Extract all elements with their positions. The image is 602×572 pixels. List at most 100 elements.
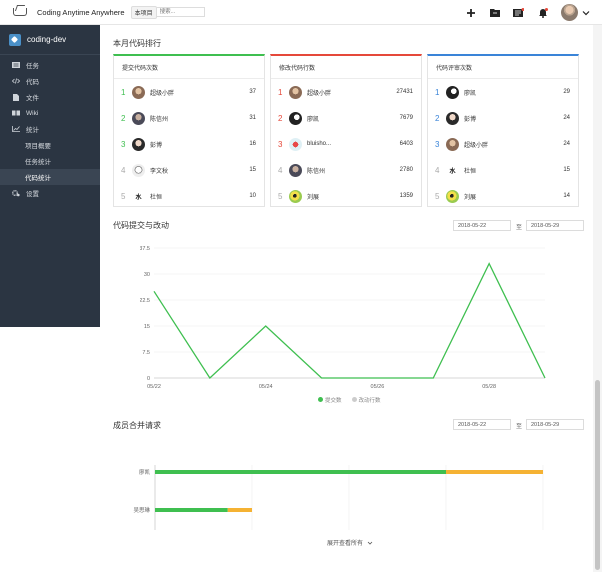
project-icon — [9, 33, 21, 46]
list-item[interactable]: 4 水 杜恒 15 — [428, 163, 578, 177]
y-tick-label: 37.5 — [140, 246, 150, 252]
x-tick-label: 05/22 — [147, 384, 161, 390]
main-content: 本月代码排行 提交代码次数 1 超级小胖 37 2 陈信州 31 3 彭博 16… — [100, 25, 593, 572]
member-label: 廖凯 — [139, 468, 151, 476]
sidebar-item-label: 统计 — [26, 127, 39, 134]
gear-icon — [12, 189, 20, 197]
rank-number: 1 — [435, 87, 440, 97]
member-name: 廖凯 — [307, 116, 320, 123]
sidebar-item-label: Wiki — [26, 109, 39, 117]
search-input[interactable] — [156, 7, 205, 17]
list-item[interactable]: 3 彭博 16 — [114, 137, 264, 151]
rank-number: 2 — [278, 113, 283, 123]
x-tick-label: 05/24 — [259, 384, 273, 390]
member-value: 7679 — [399, 115, 413, 121]
bar-merged — [155, 470, 446, 474]
coding-logo[interactable] — [13, 7, 27, 17]
list-item[interactable]: 5 水 杜恒 10 — [114, 189, 264, 203]
project-header[interactable]: coding-dev — [0, 25, 100, 55]
rank-number: 1 — [121, 87, 126, 97]
sidebar-item-stats[interactable]: 统计 — [0, 121, 100, 137]
member-value: 2780 — [399, 167, 413, 173]
expand-all-link[interactable]: 展开查看所有 — [327, 538, 373, 547]
sidebar-item-settings[interactable]: 设置 — [0, 185, 100, 201]
member-name: 彭博 — [464, 116, 477, 123]
sidebar-item-tasks[interactable]: 任务 — [0, 57, 100, 73]
member-value: 24 — [563, 141, 570, 147]
list-item[interactable]: 3 超级小胖 24 — [428, 137, 578, 151]
wiki-icon — [12, 110, 20, 117]
legend-item-lines[interactable]: 改动行数 — [351, 396, 381, 404]
list-item[interactable]: 3 bluisho... 6403 — [271, 137, 421, 151]
date-separator: 至 — [516, 225, 523, 231]
scrollbar-thumb[interactable] — [595, 380, 600, 570]
list-item[interactable]: 2 彭博 24 — [428, 111, 578, 125]
sidebar-subitem-overview[interactable]: 项目概要 — [0, 137, 100, 153]
mr-date-from[interactable]: 2018-05-22 — [453, 419, 511, 430]
ranking-title: 本月代码排行 — [113, 39, 161, 48]
list-item[interactable]: 4 李文秋 15 — [114, 163, 264, 177]
sidebar-item-wiki[interactable]: Wiki — [0, 105, 100, 121]
x-tick-label: 05/26 — [371, 384, 385, 390]
member-value: 15 — [563, 167, 570, 173]
task-list-icon[interactable] — [513, 7, 524, 18]
rank-number: 3 — [278, 139, 283, 149]
code-icon — [12, 78, 20, 85]
member-name: 陈信州 — [150, 116, 169, 123]
sidebar-item-code[interactable]: 代码 — [0, 73, 100, 89]
member-name: 彭博 — [150, 142, 163, 149]
commits-date-from[interactable]: 2018-05-22 — [453, 220, 511, 231]
card-title: 修改代码行数 — [271, 56, 421, 79]
search-scope-button[interactable]: 本项目 — [130, 5, 157, 19]
y-tick-label: 30 — [144, 272, 150, 278]
mr-date-to[interactable]: 2018-05-29 — [526, 419, 584, 430]
chart-icon — [12, 126, 20, 133]
rank-number: 2 — [121, 113, 126, 123]
avatar — [289, 137, 302, 151]
bar-merged — [155, 508, 228, 512]
card-title: 代码评审次数 — [428, 56, 578, 79]
list-item[interactable]: 1 廖凯 29 — [428, 85, 578, 99]
list-item[interactable]: 2 廖凯 7679 — [271, 111, 421, 125]
member-value: 31 — [249, 115, 256, 121]
list-item[interactable]: 5 刘展 14 — [428, 189, 578, 203]
list-item[interactable]: 5 刘展 1359 — [271, 189, 421, 203]
rank-number: 3 — [121, 139, 126, 149]
list-item[interactable]: 4 陈信州 2780 — [271, 163, 421, 177]
list-item[interactable]: 1 超级小胖 37 — [114, 85, 264, 99]
sidebar-item-files[interactable]: 文件 — [0, 89, 100, 105]
rank-number: 1 — [278, 87, 283, 97]
rank-number: 5 — [278, 191, 283, 201]
member-name: 杜恒 — [464, 168, 477, 175]
card-title: 提交代码次数 — [114, 56, 264, 79]
list-item[interactable]: 1 超级小胖 27431 — [271, 85, 421, 99]
avatar — [446, 85, 459, 99]
project-name: coding-dev — [27, 35, 67, 44]
sidebar-subitem-task-stats[interactable]: 任务统计 — [0, 153, 100, 169]
plus-icon[interactable] — [465, 7, 476, 18]
list-item[interactable]: 2 陈信州 31 — [114, 111, 264, 125]
legend-item-commits[interactable]: 提交数 — [318, 396, 342, 404]
series-line-commits — [153, 262, 546, 380]
user-avatar[interactable] — [561, 4, 578, 21]
rank-number: 4 — [278, 165, 283, 175]
member-value: 37 — [249, 89, 256, 95]
rank-number: 5 — [121, 191, 126, 201]
y-tick-label: 22.5 — [140, 298, 150, 304]
page-scrollbar[interactable] — [593, 25, 602, 572]
sidebar-subitem-code-stats[interactable]: 代码统计 — [0, 169, 100, 185]
merge-requests-title: 成员合并请求 — [113, 421, 161, 430]
member-name: 陈信州 — [307, 168, 326, 175]
avatar: 水 — [446, 163, 459, 177]
member-name: 杜恒 — [150, 194, 163, 201]
chevron-down-icon[interactable] — [582, 10, 590, 16]
member-value: 29 — [563, 89, 570, 95]
commits-date-to[interactable]: 2018-05-29 — [526, 220, 584, 231]
member-label: 吴思琳 — [133, 506, 150, 514]
bell-icon[interactable] — [537, 7, 548, 18]
member-name: 超级小胖 — [464, 142, 489, 149]
member-value: 6403 — [399, 141, 413, 147]
member-value: 1359 — [399, 193, 413, 199]
folder-icon[interactable] — [489, 7, 500, 18]
commits-line-chart: 0 7.5 15 22.5 30 37.5 05/22 05/24 05/26 05/28 — [140, 246, 546, 390]
